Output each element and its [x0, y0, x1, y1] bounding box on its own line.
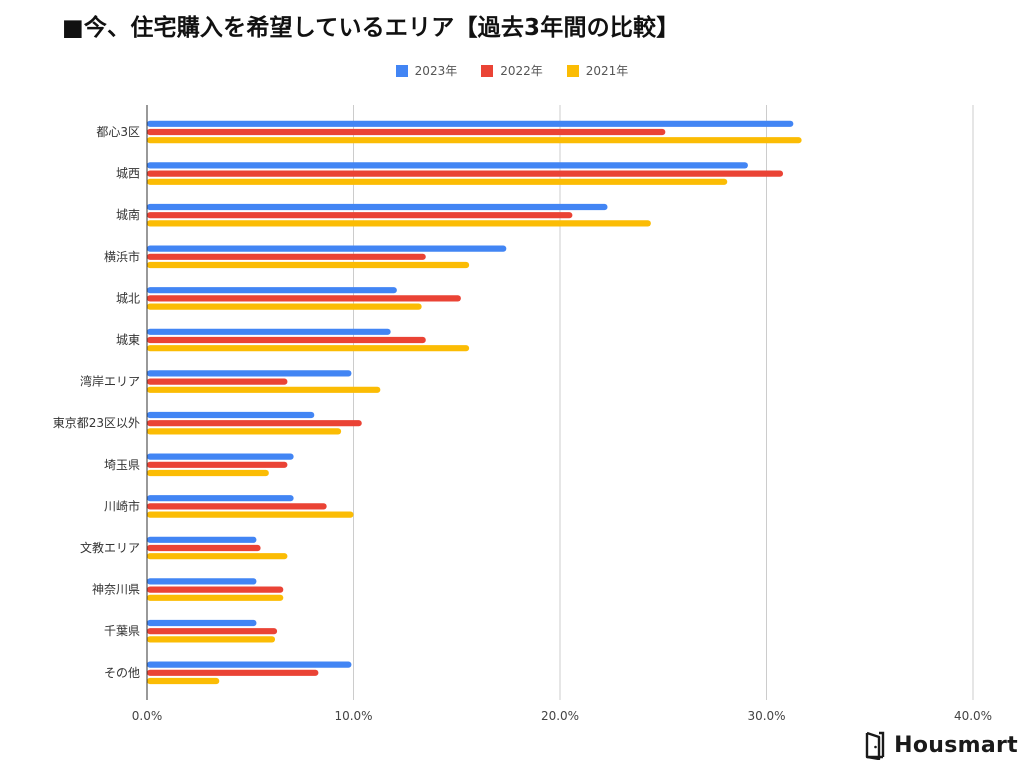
bar[interactable]: [147, 287, 397, 294]
category-label: 城北: [116, 291, 140, 305]
bar[interactable]: [147, 411, 315, 419]
bar[interactable]: [147, 128, 666, 136]
bar[interactable]: [147, 511, 354, 518]
x-tick-label: 30.0%: [747, 709, 785, 723]
category-label: 文教エリア: [80, 540, 140, 555]
bar[interactable]: [147, 370, 352, 377]
legend-swatch-2021: [566, 64, 579, 77]
x-tick-label: 10.0%: [334, 709, 372, 723]
bar[interactable]: [147, 261, 470, 269]
category-label: 横浜市: [104, 249, 140, 264]
category-label: 埼玉県: [104, 458, 140, 472]
category-label: 神奈川県: [92, 583, 140, 597]
bar[interactable]: [147, 420, 362, 427]
bar[interactable]: [147, 162, 748, 169]
bar[interactable]: [147, 303, 422, 310]
category-label: 東京都23区以外: [53, 416, 140, 430]
bar[interactable]: [147, 677, 220, 685]
x-tick-label: 20.0%: [541, 709, 579, 723]
legend-swatch-2022: [481, 64, 494, 77]
category-label: 川崎市: [104, 498, 140, 513]
legend-swatch-2023: [395, 64, 408, 77]
bar[interactable]: [147, 253, 426, 260]
bar[interactable]: [147, 594, 284, 601]
legend-label-2022: 2022年: [500, 64, 543, 78]
bar[interactable]: [147, 170, 784, 177]
category-label: 都心3区: [96, 125, 140, 139]
bar[interactable]: [147, 178, 728, 185]
brand-name: Housmart: [894, 732, 1018, 758]
bar[interactable]: [147, 578, 257, 585]
legend-item-2021[interactable]: 2021年: [566, 62, 629, 79]
bar[interactable]: [147, 336, 426, 344]
x-tick-label: 40.0%: [954, 709, 992, 723]
chart-title: ■今、住宅購入を希望しているエリア【過去3年間の比較】: [62, 15, 680, 41]
bar[interactable]: [147, 120, 794, 127]
door-icon: [865, 731, 885, 760]
bar[interactable]: [147, 220, 651, 227]
bar[interactable]: [147, 453, 294, 460]
legend-item-2023[interactable]: 2023年: [395, 62, 458, 79]
bar[interactable]: [147, 295, 461, 302]
chart-legend: 2023年 2022年 2021年: [0, 62, 1024, 79]
bar[interactable]: [147, 544, 261, 552]
bar[interactable]: [147, 345, 470, 352]
bar[interactable]: [147, 669, 319, 676]
bar[interactable]: [147, 137, 802, 144]
bar[interactable]: [147, 536, 257, 543]
x-tick-label: 0.0%: [132, 709, 163, 723]
bar[interactable]: [147, 212, 573, 219]
bar[interactable]: [147, 503, 327, 510]
bar[interactable]: [147, 586, 284, 593]
category-label: 城西: [116, 167, 140, 181]
bar[interactable]: [147, 636, 276, 643]
bar[interactable]: [147, 628, 278, 635]
category-label: 千葉県: [104, 624, 140, 638]
bar[interactable]: [147, 661, 352, 668]
bar[interactable]: [147, 553, 288, 560]
bar[interactable]: [147, 428, 342, 435]
category-label: その他: [104, 666, 140, 680]
bar[interactable]: [147, 461, 288, 468]
category-label: 湾岸エリア: [80, 374, 140, 389]
bar[interactable]: [147, 328, 391, 335]
bar[interactable]: [147, 378, 288, 385]
bar[interactable]: [147, 245, 507, 252]
bar[interactable]: [147, 469, 269, 477]
legend-label-2023: 2023年: [414, 64, 458, 78]
category-label: 城南: [116, 207, 140, 222]
bar[interactable]: [147, 203, 608, 211]
brand-logo: Housmart: [864, 730, 1018, 760]
bar[interactable]: [147, 386, 381, 393]
category-label: 城東: [116, 333, 140, 347]
legend-item-2022[interactable]: 2022年: [481, 62, 543, 79]
legend-label-2021: 2021年: [585, 64, 629, 78]
bar[interactable]: [147, 619, 257, 627]
bar[interactable]: [147, 495, 294, 502]
